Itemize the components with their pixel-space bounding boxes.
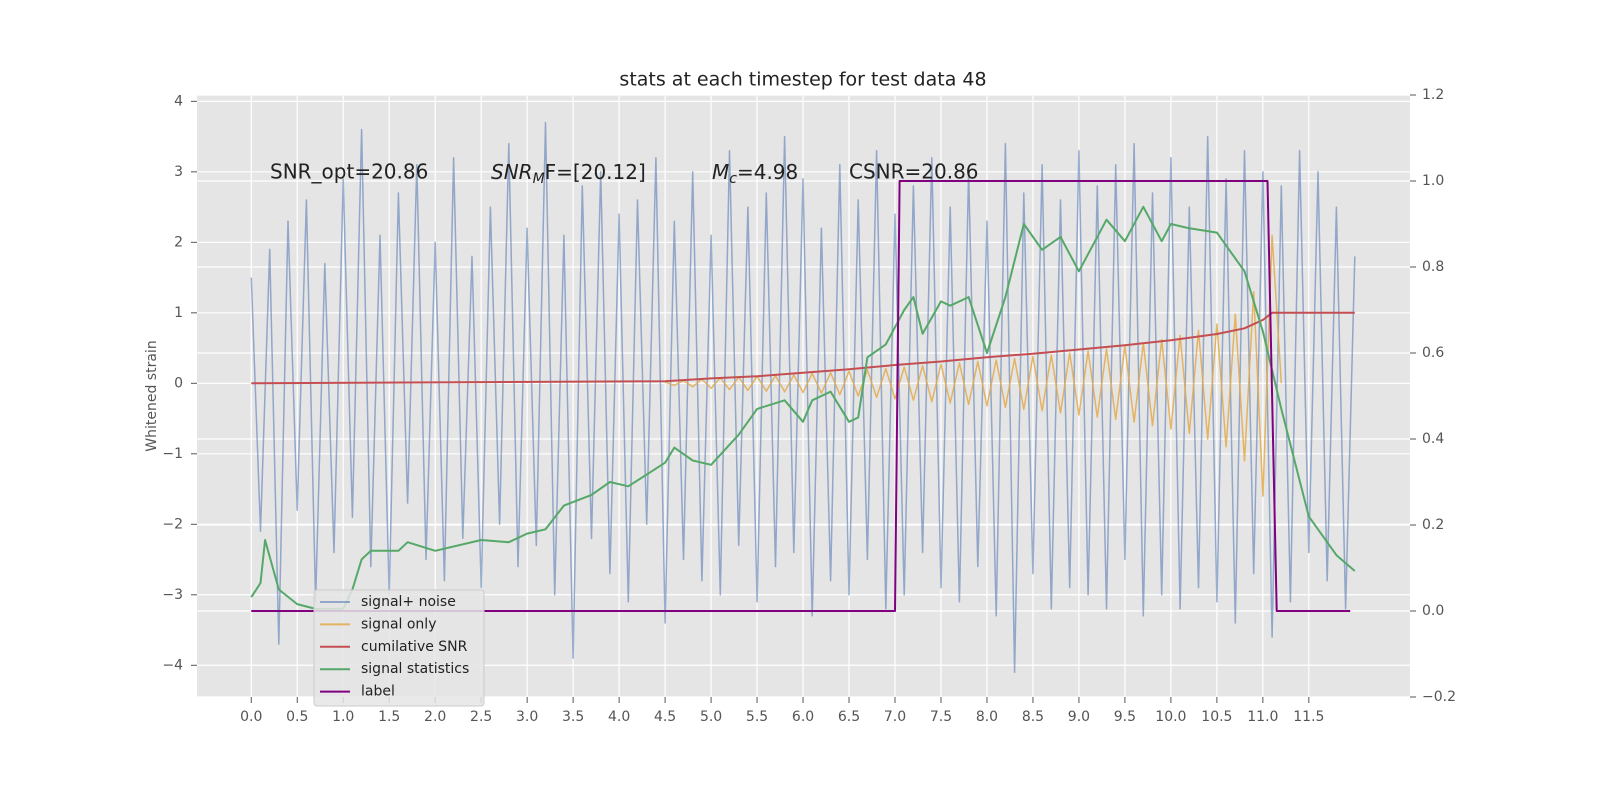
series-line bbox=[664, 234, 1283, 497]
x-tick-label: 5.0 bbox=[700, 709, 722, 725]
x-tick-label: 4.0 bbox=[608, 709, 630, 725]
annotation: SNR_opt=20.86 bbox=[270, 160, 428, 184]
x-tick-label: 3.0 bbox=[516, 709, 538, 725]
x-tick-label: 6.5 bbox=[838, 709, 860, 725]
series-line bbox=[251, 180, 1351, 612]
legend-label: label bbox=[361, 684, 395, 700]
annotation: SNRMF=[20.12] bbox=[491, 160, 646, 188]
y2-tick-label: 0.6 bbox=[1422, 345, 1444, 361]
y-tick-label: 2 bbox=[174, 234, 183, 250]
annotation-sub: c bbox=[729, 171, 737, 187]
y2-tick-label: 1.2 bbox=[1422, 87, 1444, 103]
x-tick-label: 0.5 bbox=[286, 709, 308, 725]
x-tick-label: 1.5 bbox=[378, 709, 400, 725]
x-tick-label: 10.5 bbox=[1201, 709, 1232, 725]
y2-tick-label: 0.4 bbox=[1422, 431, 1444, 447]
legend-label: signal only bbox=[361, 616, 436, 632]
x-tick-label: 9.5 bbox=[1114, 709, 1136, 725]
x-tick-label: 9.0 bbox=[1068, 709, 1090, 725]
annotation: CSNR=20.86 bbox=[849, 160, 979, 184]
series-line bbox=[250, 205, 1356, 610]
chart-title: stats at each timestep for test data 48 bbox=[619, 69, 986, 91]
x-tick-label: 8.0 bbox=[976, 709, 998, 725]
y-tick-label: 4 bbox=[174, 93, 183, 109]
y-tick-label: 3 bbox=[174, 164, 183, 180]
x-tick-label: 4.5 bbox=[654, 709, 676, 725]
x-tick-label: 3.5 bbox=[562, 709, 584, 725]
x-tick-label: 11.0 bbox=[1247, 709, 1278, 725]
x-tick-label: 2.0 bbox=[424, 709, 446, 725]
x-tick-label: 1.0 bbox=[332, 709, 354, 725]
y-tick-label: −2 bbox=[162, 516, 183, 532]
x-tick-label: 10.0 bbox=[1155, 709, 1186, 725]
series-line bbox=[250, 121, 1356, 674]
y-tick-label: −3 bbox=[162, 587, 183, 603]
y-tick-label: −1 bbox=[162, 446, 183, 462]
y2-tick-label: 0.8 bbox=[1422, 259, 1444, 275]
annotation-part: F=[20.12] bbox=[545, 160, 646, 184]
y-tick-label: 1 bbox=[174, 305, 183, 321]
legend-box bbox=[313, 589, 485, 707]
y2-tick-label: −0.2 bbox=[1422, 689, 1456, 705]
annotation: Mc=4.98 bbox=[712, 160, 798, 188]
y2-tick-label: 1.0 bbox=[1422, 173, 1444, 189]
x-tick-label: 0.0 bbox=[240, 709, 262, 725]
x-tick-label: 2.5 bbox=[470, 709, 492, 725]
annotation-part: =4.98 bbox=[737, 160, 798, 184]
annotation-part: SNR bbox=[491, 160, 533, 184]
x-tick-label: 7.0 bbox=[884, 709, 906, 725]
y2-tick-label: 0.2 bbox=[1422, 517, 1444, 533]
x-tick-label: 5.5 bbox=[746, 709, 768, 725]
annotation-sub: M bbox=[533, 171, 545, 187]
x-tick-label: 8.5 bbox=[1022, 709, 1044, 725]
y-tick-label: 0 bbox=[174, 375, 183, 391]
y-axis-label: Whitened strain bbox=[144, 340, 160, 451]
legend-label: cumilative SNR bbox=[361, 639, 468, 655]
x-tick-label: 6.0 bbox=[792, 709, 814, 725]
x-tick-label: 11.5 bbox=[1293, 709, 1324, 725]
y2-tick-label: 0.0 bbox=[1422, 603, 1444, 619]
x-tick-label: 7.5 bbox=[930, 709, 952, 725]
legend-label: signal+ noise bbox=[361, 594, 456, 610]
y-tick-label: −4 bbox=[162, 657, 183, 673]
legend-label: signal statistics bbox=[361, 661, 469, 677]
series-line bbox=[251, 311, 1355, 385]
annotation-part: M bbox=[712, 160, 729, 184]
